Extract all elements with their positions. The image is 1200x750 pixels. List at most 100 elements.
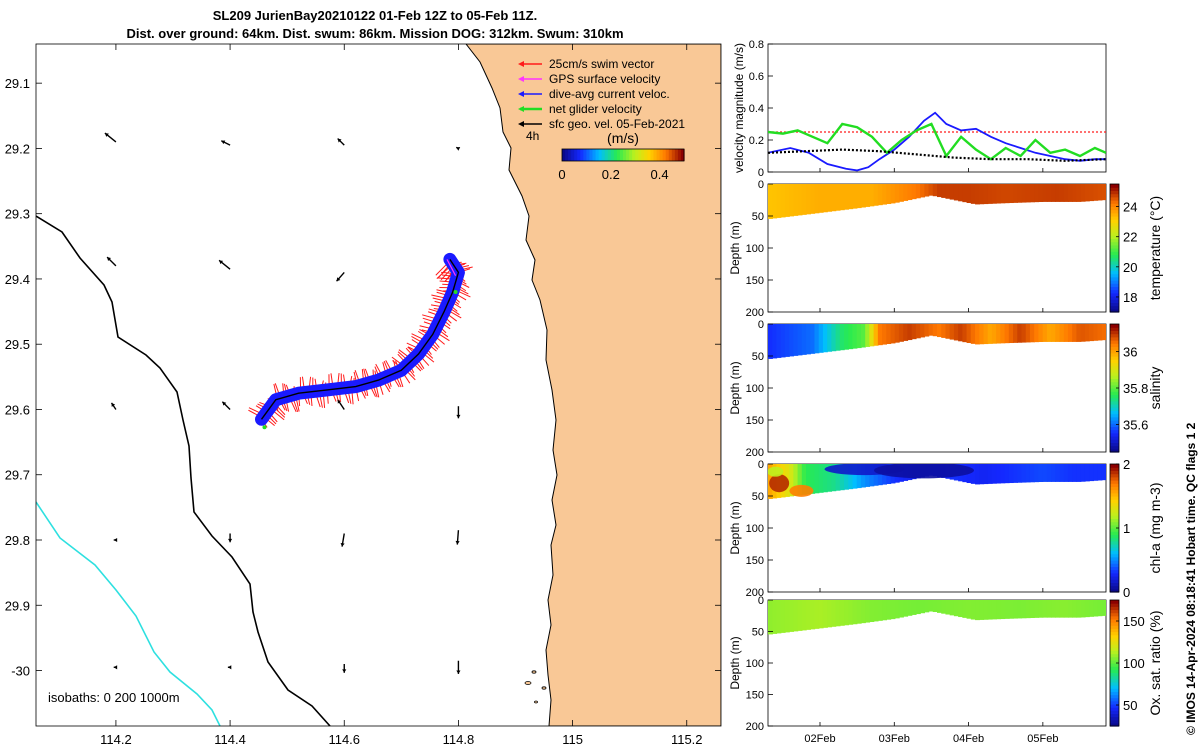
section-cell [818,600,824,629]
geo-vector-head [337,138,342,143]
section-cell [924,600,930,613]
section-cell [1013,324,1018,343]
section-colorbar-segment [1110,410,1119,415]
section-colorbar-segment [1110,372,1119,376]
section-cell [1055,184,1061,202]
section-colorbar-segment [1110,464,1119,468]
section-y-tick-label: 0 [758,595,764,607]
section-cell [822,324,828,353]
geo-vector-head [222,401,227,406]
section-colorbar-segment [1110,628,1119,633]
section-cell [937,600,942,613]
section-cell [903,600,909,617]
section-colorbar-segment [1110,618,1119,623]
section-cell [844,324,849,350]
section-colorbar-segment [1110,436,1119,440]
colorbar-segment [680,149,685,161]
section-cell [882,600,887,621]
section-cell [1101,184,1106,201]
section-colorbar-segment [1110,553,1119,558]
section-cell [1013,184,1018,203]
colorbar-segment [632,149,636,161]
section-cell [945,600,951,615]
section-cell [975,464,980,485]
section-cell [1072,324,1078,342]
time-tick-label: 05Feb [1027,733,1058,745]
geo-vector-head [342,669,347,673]
section-colorbar-segment [1110,669,1119,674]
section-cell [1076,324,1082,342]
section-colorbar-segment [1110,416,1119,421]
section-panel: 0 1 2 chl-a (mg m-3) 0 50 100 150 200 Depth (m) [728,457,1163,600]
section-cell [979,324,985,345]
section-cell [911,600,917,615]
section-colorbar-segment [1110,489,1119,494]
section-data [768,600,1106,635]
section-cell [797,600,803,631]
section-cell [780,184,786,218]
section-cell [928,184,934,196]
section-colorbar-segment [1110,324,1119,328]
section-colorbar-segment [1110,327,1119,331]
section-cell [801,464,807,495]
section-y-tick-label: 50 [752,351,764,363]
section-cell [945,184,951,199]
track-line [260,259,460,420]
section-cell [844,464,849,490]
section-colorbar-tick-label: 24 [1123,200,1137,215]
section-colorbar-segment [1110,508,1119,513]
colorbar-segment [571,149,575,161]
section-colorbar-segment [1110,470,1119,475]
section-colorbar-segment [1110,697,1119,702]
section-cell [827,600,833,628]
section-cell [1051,324,1056,342]
section-cell [1089,184,1095,202]
islet [534,700,538,704]
map-y-tick-label: 29.3 [5,207,30,222]
section-cell [898,324,904,342]
section-cell [1004,600,1010,619]
section-cell [835,464,841,491]
geo-vector-head [337,399,342,404]
section-y-tick-label: 200 [746,447,764,459]
section-colorbar-segment [1110,442,1119,447]
section-colorbar-frame [1109,183,1120,313]
section-cell [784,184,790,217]
section-cell [818,464,824,493]
section-cell [1034,184,1040,203]
section-colorbar-segment [1110,359,1119,363]
colorbar-segment [656,149,661,161]
section-cell [890,600,896,620]
section-cell [886,600,892,620]
section-cell [1063,324,1069,342]
section-cell [784,600,790,633]
section-cell [827,184,833,212]
section-colorbar-segment [1110,203,1119,207]
section-cell [1067,464,1073,482]
section-colorbar-segment [1110,600,1119,604]
section-colorbar-segment [1110,273,1119,278]
islet [524,681,532,685]
section-cell [958,184,964,202]
section-colorbar-segment [1110,432,1119,437]
section-patch [768,466,784,477]
colorbar-segment [665,149,670,161]
section-colorbar-segment [1110,476,1119,481]
section-colorbar-segment [1110,483,1119,487]
section-cell [869,600,875,622]
section-cell [1021,184,1027,203]
section-cell [1038,184,1044,203]
legend-swatch-head [518,121,524,127]
section-cell [949,600,955,616]
section-cell [865,600,871,623]
section-colorbar-label: Ox. sat. ratio (%) [1147,610,1163,715]
velocity-y-tick-label: 0.2 [749,135,764,147]
section-cell [932,324,938,337]
section-cell [797,464,803,496]
colorbar-frame [561,148,685,162]
colorbar-segment [650,149,655,161]
section-cell [797,324,803,356]
colorbar-segment [644,149,648,161]
section-colorbar-segment [1110,336,1119,341]
section-cell [1059,184,1065,202]
